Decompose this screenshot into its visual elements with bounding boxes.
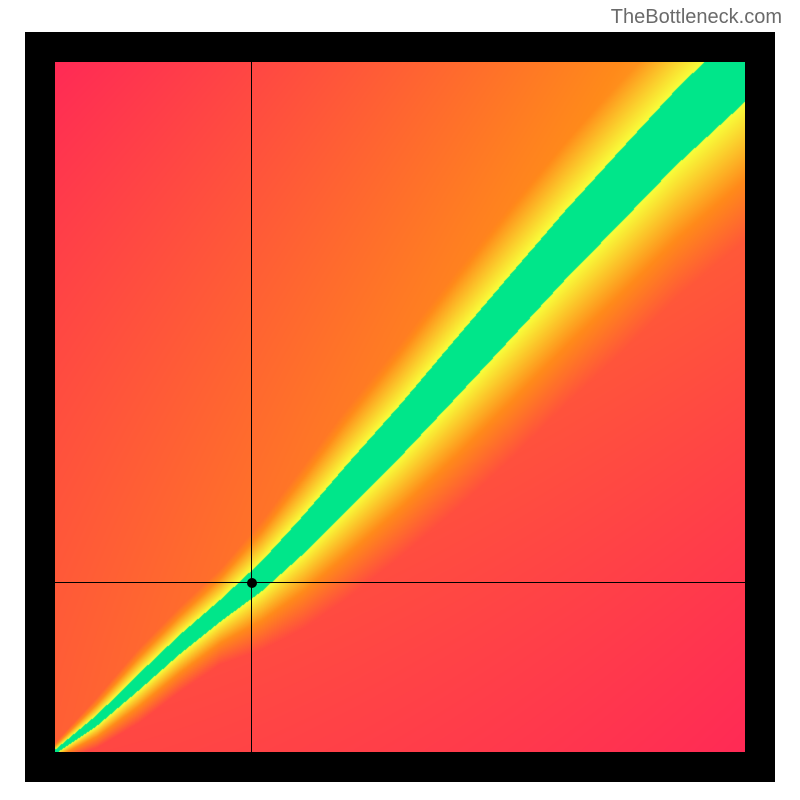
crosshair-horizontal (55, 582, 745, 583)
bottleneck-heatmap (55, 62, 745, 752)
crosshair-marker (247, 578, 257, 588)
attribution-text: TheBottleneck.com (611, 6, 782, 29)
chart-container: TheBottleneck.com (0, 0, 800, 800)
plot-outer-frame (25, 32, 775, 782)
crosshair-vertical (251, 62, 252, 752)
